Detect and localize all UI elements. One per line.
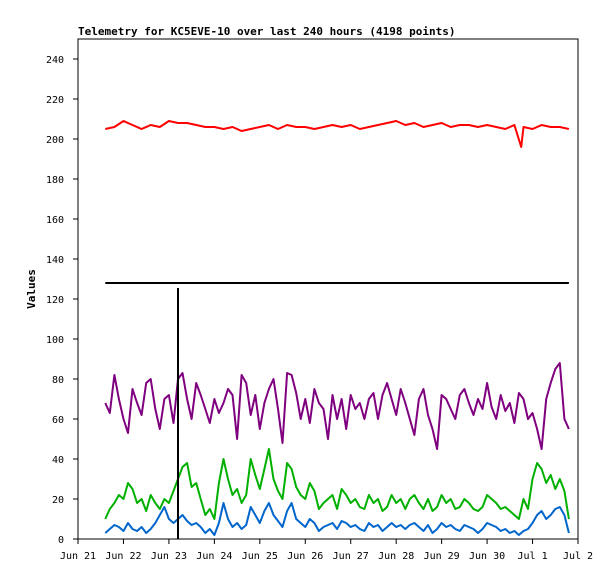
plot-frame [77,38,579,540]
y-tick-label: 140 [46,255,64,266]
y-tick-label: 0 [58,535,64,546]
y-tick-label: 20 [52,495,64,506]
series-layer [104,120,570,536]
y-tick-label: 120 [46,295,64,306]
series-line-purple [104,362,570,450]
y-tick-label: 60 [52,415,64,426]
x-tick-label: Jun 23 [151,551,187,562]
y-axis-label: Values [25,269,38,309]
x-axis: Jun 21 Jun 22 Jun 23 Jun 24 Jun 25 Jun 26 Jun … [60,539,593,562]
series-green [104,448,570,520]
y-axis: 0 20 40 60 80 100 120 140 160 180 200 220 240 [46,55,78,546]
x-tick-label: Jul 2 [563,551,593,562]
x-tick-label: Jul 1 [517,551,547,562]
series-blue [104,502,570,536]
x-tick-label: Jun 30 [469,551,505,562]
x-tick-label: Jun 29 [424,551,460,562]
x-tick-label: Jun 25 [242,551,278,562]
y-tick-label: 80 [52,375,64,386]
x-tick-label: Jun 22 [105,551,141,562]
x-tick-label: Jun 24 [196,551,232,562]
y-tick-label: 100 [46,335,64,346]
series-purple [104,362,570,450]
series-line-red [105,120,570,148]
x-tick-label: Jun 28 [378,551,414,562]
y-tick-label: 40 [52,455,64,466]
x-tick-label: Jun 27 [333,551,369,562]
y-tick-label: 160 [46,215,64,226]
y-tick-label: 240 [46,55,64,66]
series-line-blue [104,502,570,536]
series-red [105,120,570,148]
y-tick-label: 200 [46,135,64,146]
x-tick-label: Jun 26 [287,551,323,562]
y-tick-label: 220 [46,95,64,106]
y-tick-label: 180 [46,175,64,186]
series-line-green [104,448,570,520]
x-tick-label: Jun 21 [60,551,96,562]
chart-title: Telemetry for KC5EVE-10 over last 240 ho… [78,25,456,38]
